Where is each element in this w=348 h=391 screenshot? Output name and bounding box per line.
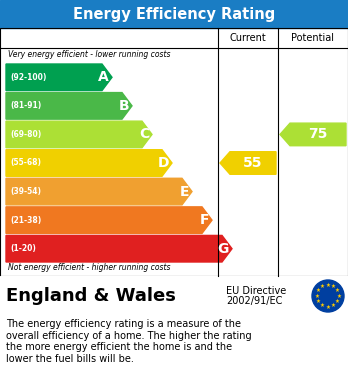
Text: 2002/91/EC: 2002/91/EC (226, 296, 282, 306)
Text: ★: ★ (331, 284, 336, 289)
Text: 75: 75 (308, 127, 328, 142)
Text: ★: ★ (320, 284, 325, 289)
Text: ★: ★ (337, 294, 341, 298)
Polygon shape (6, 235, 232, 262)
Polygon shape (6, 150, 172, 176)
Polygon shape (280, 123, 346, 146)
Circle shape (312, 280, 344, 312)
Text: (55-68): (55-68) (10, 158, 41, 167)
Text: (39-54): (39-54) (10, 187, 41, 196)
Text: E: E (180, 185, 189, 199)
Text: (21-38): (21-38) (10, 216, 41, 225)
Polygon shape (6, 93, 132, 119)
Text: A: A (98, 70, 109, 84)
Text: ★: ★ (331, 303, 336, 308)
Polygon shape (220, 152, 276, 174)
Polygon shape (6, 207, 212, 233)
Text: Energy Efficiency Rating: Energy Efficiency Rating (73, 7, 275, 22)
Text: Potential: Potential (292, 33, 334, 43)
Text: (69-80): (69-80) (10, 130, 41, 139)
Polygon shape (6, 178, 192, 205)
Text: The energy efficiency rating is a measure of the
overall efficiency of a home. T: The energy efficiency rating is a measur… (6, 319, 252, 364)
Text: Current: Current (230, 33, 266, 43)
Text: D: D (158, 156, 169, 170)
Text: ★: ★ (326, 283, 331, 287)
Text: ★: ★ (335, 299, 340, 304)
Text: (1-20): (1-20) (10, 244, 36, 253)
Text: Very energy efficient - lower running costs: Very energy efficient - lower running co… (8, 50, 171, 59)
Text: 55: 55 (243, 156, 263, 170)
Text: F: F (199, 213, 209, 227)
Bar (0, 0, 348, 28)
Text: ★: ★ (335, 288, 340, 293)
Bar (0, 28, 348, 276)
Text: (81-91): (81-91) (10, 101, 41, 110)
Text: ★: ★ (326, 305, 331, 310)
Text: Not energy efficient - higher running costs: Not energy efficient - higher running co… (8, 263, 171, 272)
Text: England & Wales: England & Wales (6, 287, 176, 305)
Text: G: G (218, 242, 229, 256)
Polygon shape (6, 64, 112, 91)
Text: (92-100): (92-100) (10, 73, 46, 82)
Polygon shape (6, 121, 152, 148)
Text: C: C (139, 127, 149, 142)
Bar (0, 276, 348, 316)
Text: ★: ★ (316, 299, 321, 304)
Text: ★: ★ (320, 303, 325, 308)
Text: EU Directive: EU Directive (226, 286, 286, 296)
Text: ★: ★ (316, 288, 321, 293)
Text: B: B (118, 99, 129, 113)
Text: ★: ★ (315, 294, 319, 298)
